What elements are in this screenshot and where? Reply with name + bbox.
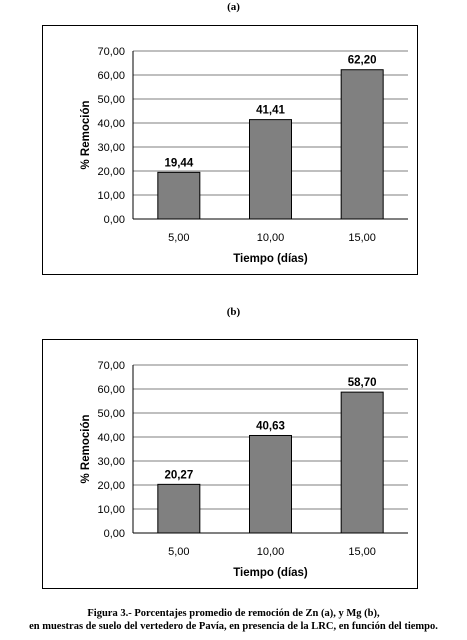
x-tick-label: 10,00	[257, 546, 285, 558]
y-tick-label: 60,00	[97, 384, 125, 396]
bar	[157, 171, 201, 220]
y-tick-label: 60,00	[97, 70, 125, 82]
y-tick-label: 10,00	[97, 504, 125, 516]
data-label: 41,41	[256, 105, 285, 117]
y-tick-label: 20,00	[97, 480, 125, 492]
bar	[340, 391, 384, 534]
x-tick-label: 5,00	[168, 232, 189, 244]
panel-label-a: (a)	[227, 1, 240, 13]
bar	[249, 434, 292, 534]
bar	[157, 483, 201, 534]
x-tick-label: 10,00	[257, 232, 285, 244]
data-label: 19,44	[164, 157, 193, 169]
x-tick-label: 5,00	[168, 546, 189, 558]
chart-b: 0,00 10,00 20,00 30,00 40,00 50,00 60,00 70,00 2…	[42, 339, 418, 589]
x-tick-label: 15,00	[348, 546, 376, 558]
y-tick-label: 50,00	[97, 408, 125, 420]
y-tick-label: 40,00	[97, 118, 125, 130]
data-label: 20,27	[164, 469, 193, 481]
y-tick-label: 40,00	[97, 432, 125, 444]
y-tick-label: 30,00	[97, 456, 125, 468]
data-label: 62,20	[348, 55, 377, 67]
caption-line-1: Figura 3.- Porcentajes promedio de remoc…	[87, 608, 380, 619]
figure-caption: Figura 3.- Porcentajes promedio de remoc…	[0, 607, 467, 633]
x-axis-label: Tiempo (días)	[233, 567, 308, 579]
chart-svg: 0,00 10,00 20,00 30,00 40,00 50,00 60,00 70,00 1…	[80, 46, 408, 265]
y-tick-label: 70,00	[97, 360, 125, 372]
y-tick-label: 20,00	[97, 166, 125, 178]
y-axis-label: % Remoción	[80, 100, 92, 169]
data-label: 40,63	[256, 420, 285, 432]
x-tick-label: 15,00	[348, 232, 376, 244]
chart-a: 0,00 10,00 20,00 30,00 40,00 50,00 60,00 70,00 1…	[42, 25, 418, 275]
y-axis-label: % Remoción	[80, 414, 92, 483]
panel-label-b: (b)	[226, 306, 241, 318]
data-label: 58,70	[348, 377, 377, 389]
y-tick-label: 10,00	[97, 190, 125, 202]
bar	[249, 119, 292, 220]
caption-line-2: en muestras de suelo del vertedero de Pa…	[29, 621, 438, 632]
bar	[340, 69, 384, 220]
y-tick-label: 70,00	[97, 46, 125, 58]
y-tick-label: 30,00	[97, 142, 125, 154]
y-tick-label: 50,00	[97, 94, 125, 106]
y-tick-label: 0,00	[104, 528, 125, 540]
y-tick-label: 0,00	[104, 214, 125, 226]
x-axis-label: Tiempo (días)	[233, 253, 308, 265]
chart-svg: 0,00 10,00 20,00 30,00 40,00 50,00 60,00 70,00 2…	[80, 360, 408, 579]
